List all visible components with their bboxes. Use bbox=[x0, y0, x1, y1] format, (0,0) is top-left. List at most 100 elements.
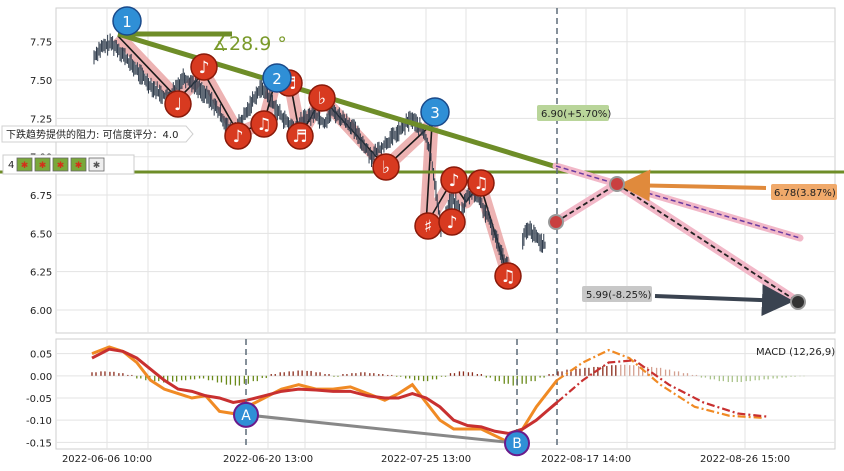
note-marker bbox=[438, 208, 466, 236]
divergence-marker-label: A bbox=[241, 408, 251, 424]
macd-y-tick-label: 0.05 bbox=[30, 350, 52, 361]
macd-y-tick-labels: 0.05 0.00 -0.05 -0.10 -0.15 bbox=[26, 350, 52, 450]
note-marker-glyph: ♫ bbox=[500, 267, 515, 287]
forecast-label-low-text: 5.99(-8.25%) bbox=[586, 290, 652, 301]
note-marker-glyph: ♫ bbox=[473, 174, 488, 194]
price-y-tick-label: 6.00 bbox=[30, 306, 52, 317]
price-y-tick-label: 7.25 bbox=[30, 114, 52, 125]
x-tick-label: 2022-08-26 15:00 bbox=[700, 454, 790, 465]
x-tick-label: 2022-07-25 13:00 bbox=[381, 454, 471, 465]
note-marker bbox=[224, 122, 252, 150]
macd-forecast-line bbox=[556, 348, 764, 420]
note-marker-glyph: ♩ bbox=[174, 95, 182, 115]
forecast-line bbox=[555, 165, 618, 185]
macd-grid bbox=[56, 353, 835, 443]
x-tick-label: 2022-06-20 13:00 bbox=[223, 454, 313, 465]
wave-zigzag-line bbox=[117, 35, 509, 277]
forecast-start-point bbox=[548, 214, 564, 230]
note-marker-glyph: ♭ bbox=[382, 158, 390, 178]
trend-lines bbox=[0, 31, 844, 174]
price-y-tick-labels: 7.757.507.257.006.756.506.256.00 bbox=[30, 38, 52, 317]
price-y-tick-label: 7.50 bbox=[30, 76, 52, 87]
divergence-marker bbox=[233, 401, 259, 428]
note-marker-glyph: ♫ bbox=[256, 115, 271, 135]
x-tick-label: 2022-06-06 10:00 bbox=[62, 454, 152, 465]
note-marker-glyph: ♪ bbox=[449, 171, 460, 191]
wave-point-marker bbox=[420, 97, 450, 127]
macd-y-tick-label: -0.15 bbox=[26, 438, 52, 449]
rating-star bbox=[88, 157, 105, 172]
macd-series-line bbox=[91, 345, 559, 445]
note-marker bbox=[190, 53, 218, 81]
forecast-end-point bbox=[790, 294, 806, 310]
forecast-line bbox=[555, 183, 618, 223]
x-tick-labels: 2022-06-06 10:00 2022-06-20 13:00 2022-07-… bbox=[62, 454, 790, 465]
forecast-label-high-text: 6.90(+5.70%) bbox=[541, 109, 611, 120]
rating-star bbox=[16, 157, 33, 172]
note-marker-glyph: ♯ bbox=[424, 217, 432, 237]
macd-lines bbox=[91, 345, 768, 445]
forecast-arrow-low bbox=[654, 284, 794, 317]
note-marker bbox=[164, 90, 192, 118]
note-marker bbox=[308, 84, 336, 112]
macd-y-tick-label: -0.10 bbox=[26, 416, 52, 427]
note-marker-glyph: ♪ bbox=[447, 213, 458, 233]
rating-star-glyph: ✱ bbox=[57, 161, 65, 171]
macd-markers: AB bbox=[233, 339, 530, 457]
forecast-label-mid: 6.78(3.87%) bbox=[771, 184, 837, 200]
rating-star-glyph: ✱ bbox=[21, 161, 29, 171]
note-marker-glyph: ♭ bbox=[318, 89, 326, 109]
forecast-mid-point bbox=[609, 176, 625, 192]
rating-box: 4 ✱ ✱ ✱ ✱ ✱ bbox=[2, 154, 135, 175]
price-candles bbox=[93, 33, 546, 278]
wave-point-label: 1 bbox=[122, 13, 132, 31]
macd-panel-frame bbox=[55, 338, 836, 450]
price-y-tick-label: 6.25 bbox=[30, 268, 52, 279]
macd-histogram bbox=[91, 364, 805, 386]
rating-star-glyph: ✱ bbox=[75, 161, 83, 171]
forecast-lines bbox=[548, 8, 806, 449]
note-marker bbox=[467, 169, 495, 197]
rating-star-glyph: ✱ bbox=[93, 161, 101, 171]
rating-star-glyph: ✱ bbox=[39, 161, 47, 171]
rating-star bbox=[52, 157, 69, 172]
note-marker bbox=[286, 122, 314, 150]
note-marker-glyph: ♪ bbox=[233, 127, 244, 147]
rating-star bbox=[34, 157, 51, 172]
resistance-callout: 下跌趋势提供的阻力: 可信度评分：4.0 bbox=[1, 125, 194, 143]
note-marker-glyph: ♪ bbox=[199, 58, 210, 78]
note-marker-glyph: ♬ bbox=[292, 127, 307, 147]
x-tick-label: 2022-08-17 14:00 bbox=[541, 454, 631, 465]
note-marker bbox=[250, 110, 278, 138]
wave-point-label: 3 bbox=[430, 104, 440, 122]
forecast-label-mid-text: 6.78(3.87%) bbox=[774, 188, 836, 199]
pattern-markers: ♪♩♪♫♬♬♭♭♪♫♯♪♫123 bbox=[112, 6, 522, 290]
macd-title: MACD (12,26,9) bbox=[756, 347, 835, 358]
wave-point-marker bbox=[112, 6, 142, 36]
forecast-arrow-mid bbox=[618, 169, 767, 202]
resistance-label: 下跌趋势提供的阻力: 可信度评分：4.0 bbox=[6, 128, 178, 141]
divergence-marker-label: B bbox=[512, 436, 522, 452]
note-marker bbox=[372, 153, 400, 181]
rating-star bbox=[70, 157, 87, 172]
price-y-tick-label: 6.75 bbox=[30, 191, 52, 202]
macd-series-line bbox=[91, 347, 558, 436]
forecast-label-low: 5.99(-8.25%) bbox=[582, 286, 652, 302]
macd-y-tick-label: 0.00 bbox=[30, 372, 52, 383]
forecast-line bbox=[616, 183, 799, 303]
resistance-trendline bbox=[117, 31, 561, 171]
wave-point-marker bbox=[262, 63, 292, 93]
note-marker bbox=[494, 262, 522, 290]
forecast-label-high: 6.90(+5.70%) bbox=[537, 105, 611, 121]
price-y-tick-label: 7.75 bbox=[30, 38, 52, 49]
price-y-tick-label: 6.50 bbox=[30, 229, 52, 240]
rating-value: 4 bbox=[8, 160, 14, 171]
rating-stars: ✱ ✱ ✱ ✱ ✱ bbox=[16, 157, 105, 172]
divergence-line bbox=[245, 413, 518, 445]
macd-forecast-line bbox=[556, 359, 768, 418]
price-grid bbox=[56, 41, 835, 311]
wave-band-line bbox=[113, 31, 515, 278]
divergence-marker bbox=[504, 430, 530, 457]
note-marker bbox=[440, 166, 468, 194]
